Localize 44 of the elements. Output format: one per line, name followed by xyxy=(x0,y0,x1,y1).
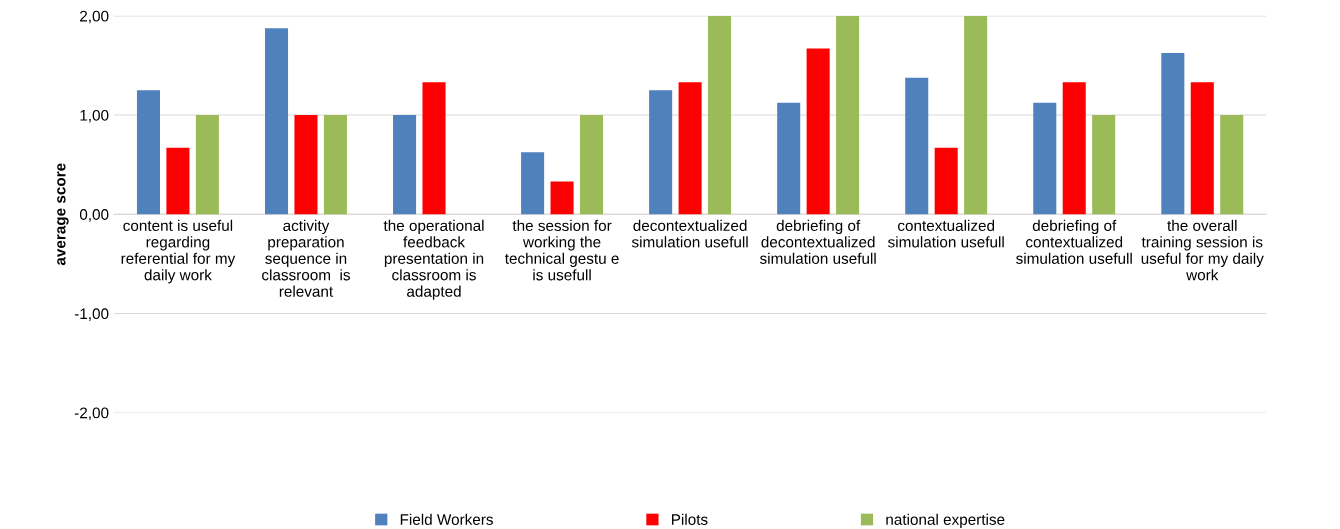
bar xyxy=(678,82,702,215)
bar xyxy=(649,90,673,215)
bar xyxy=(777,102,801,215)
y-tick-label: -1,00 xyxy=(74,308,109,321)
legend-label: Field Workers xyxy=(400,513,493,525)
bar xyxy=(708,15,732,215)
y-tick-label: 0,00 xyxy=(79,209,109,222)
legend-label: national expertise xyxy=(886,513,1005,528)
bar xyxy=(550,181,574,215)
x-tick-label: the overall training session is useful for my daily work xyxy=(1141,219,1264,281)
bar xyxy=(836,15,860,215)
bar xyxy=(964,15,988,215)
bar xyxy=(323,115,347,215)
y-axis-title: average score xyxy=(57,163,69,266)
bar xyxy=(1190,82,1214,215)
x-tick-label: the operational feedback presentation in classroom is adapted xyxy=(383,219,484,300)
x-tick-label: contextualized simulation usefull xyxy=(888,219,1004,248)
bar xyxy=(422,82,446,215)
bar xyxy=(393,115,417,215)
legend-label: Pilots xyxy=(672,513,708,525)
bar xyxy=(579,115,604,215)
bar xyxy=(1161,53,1185,215)
bar xyxy=(294,115,318,215)
bar xyxy=(934,147,958,215)
bar xyxy=(166,147,190,215)
bar xyxy=(264,28,289,215)
bar xyxy=(905,77,929,215)
bar xyxy=(806,48,830,215)
x-tick-label: debriefing of contextualized simulation usefull xyxy=(1016,219,1132,264)
bar xyxy=(136,90,160,215)
x-tick-label: activity preparation sequence in classroom is relevant xyxy=(262,219,350,297)
y-tick-label: -2,00 xyxy=(74,407,109,421)
bar xyxy=(1220,115,1244,215)
x-tick-label: the session for working the technical gestu e is usefull xyxy=(504,219,619,281)
x-tick-label: debriefing of decontextualized simulation usefull xyxy=(759,219,876,264)
bar xyxy=(1092,115,1116,215)
x-tick-label: decontextualized simulation usefull xyxy=(631,219,748,248)
bar xyxy=(1033,102,1057,215)
bar xyxy=(1062,82,1086,215)
y-tick-label: 2,00 xyxy=(80,10,109,24)
y-tick-label: 1,00 xyxy=(80,109,109,123)
x-tick-label: content is useful regarding referential for my daily work xyxy=(121,219,236,284)
bar xyxy=(521,152,545,215)
bar xyxy=(195,115,219,215)
